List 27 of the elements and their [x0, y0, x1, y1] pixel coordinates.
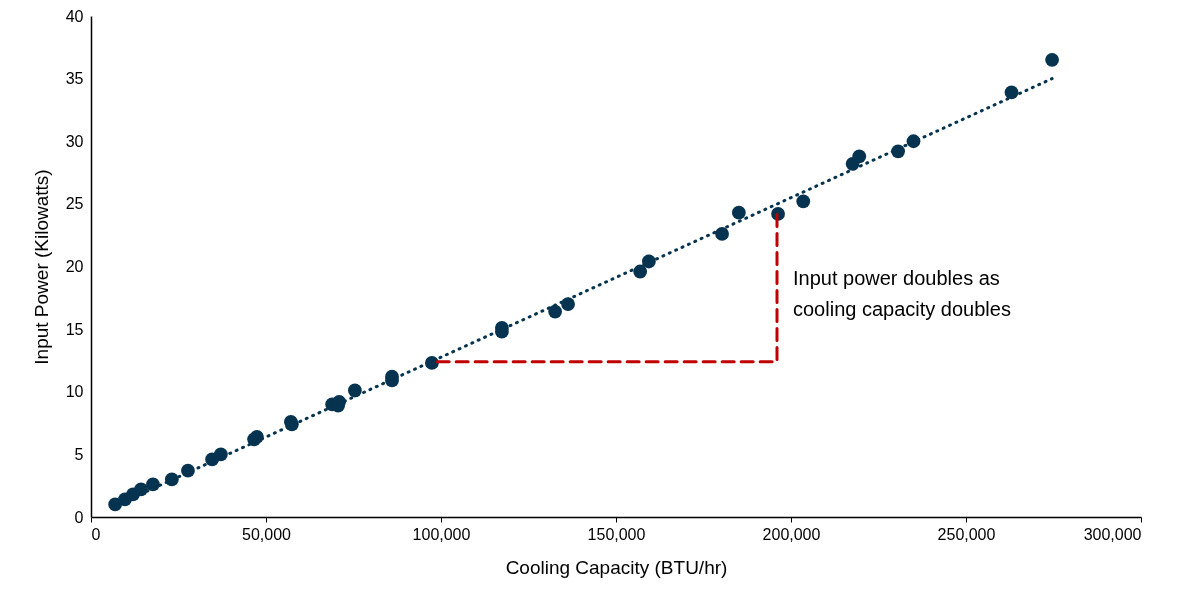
x-tick-label: 250,000 [937, 525, 996, 543]
y-tick-label: 35 [65, 70, 84, 88]
annotation: Input power doubles as cooling capacity doubles [793, 267, 1011, 321]
y-tick-label: 15 [65, 320, 84, 338]
point [548, 304, 562, 319]
x-axis-title: Cooling Capacity (BTU/hr) [505, 556, 728, 578]
y-tick-label: 0 [74, 508, 84, 526]
y-tick-label: 25 [65, 195, 84, 213]
y-tick-label: 30 [65, 132, 84, 150]
y-tick-label: 5 [74, 445, 84, 463]
point [796, 194, 811, 209]
x-tick-label: 50,000 [242, 525, 292, 543]
x-tick-label: 100,000 [412, 525, 471, 543]
point [1045, 52, 1059, 67]
y-axis-title: Input Power (Kilowatts) [30, 169, 52, 365]
x-tick-label: 0 [91, 525, 101, 543]
x-tick-label: 300,000 [1083, 525, 1142, 543]
point [348, 383, 362, 398]
y-tick-label: 10 [65, 383, 84, 401]
point [715, 227, 729, 241]
point [852, 149, 867, 164]
y-tick-label: 20 [65, 258, 84, 275]
x-tick-label: 150,000 [587, 525, 646, 543]
point [633, 264, 648, 279]
x-tick-label: 200,000 [762, 525, 821, 543]
point [731, 205, 746, 220]
y-tick-label: 40 [65, 7, 84, 25]
